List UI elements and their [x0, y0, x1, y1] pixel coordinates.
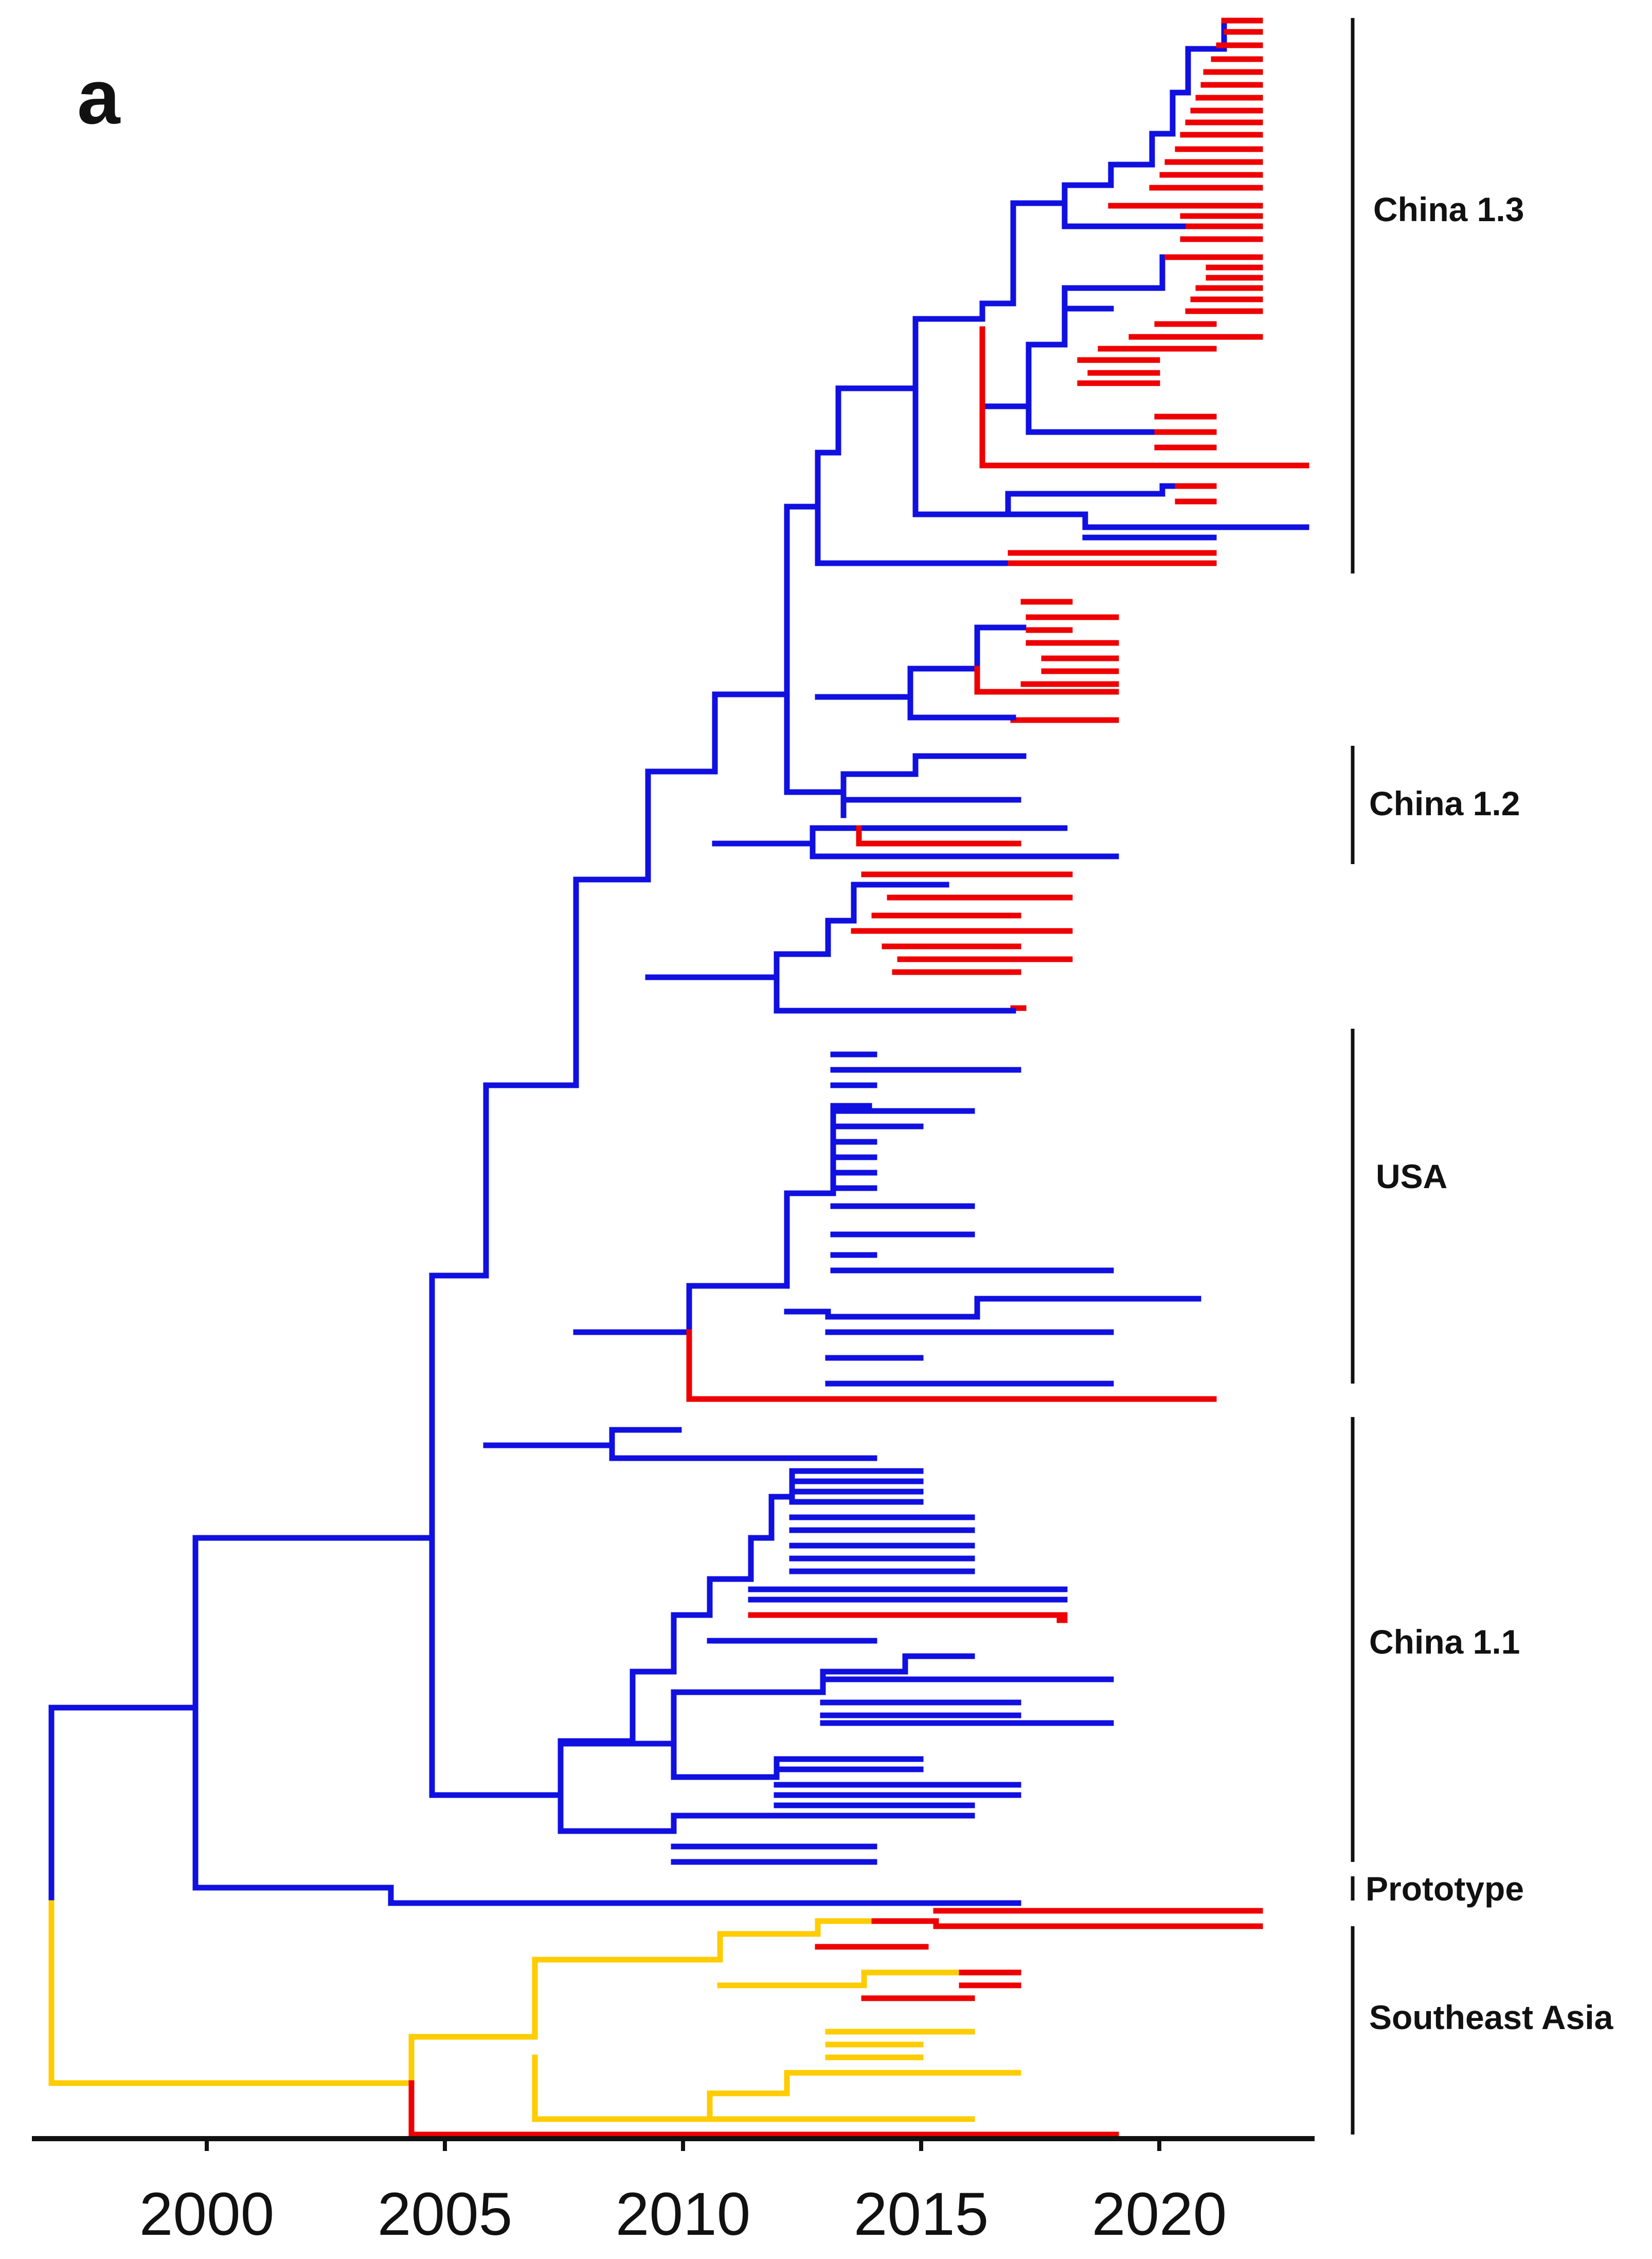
branch-southeast-asia [815, 1918, 877, 1937]
branch-china [815, 624, 1027, 700]
branch-highlighted [974, 666, 1119, 695]
branch-china [774, 974, 1016, 1014]
branch-china [429, 385, 841, 1541]
branch-china [840, 753, 1027, 795]
clade-label-prototype: Prototype [1366, 1870, 1524, 1908]
branch-china [784, 1296, 1201, 1320]
clade-label-southeast-asia: Southeast Asia [1369, 1998, 1614, 2036]
clade-label-china-1-2: China 1.2 [1369, 784, 1520, 822]
branch-southeast-asia [717, 1969, 965, 1988]
branch-china [48, 1705, 199, 1906]
branch-china [1026, 306, 1114, 409]
clade-labels: China 1.3 China 1.2 USA China 1.1 Protot… [1366, 190, 1614, 2036]
branch-china [712, 825, 1068, 847]
tree-branches [48, 17, 1309, 2138]
branch-china [609, 1442, 877, 1461]
branch-southeast-asia [48, 1900, 821, 2086]
panel-label: a [77, 53, 121, 140]
axis-tick-label: 2000 [139, 2180, 275, 2248]
branch-china [630, 1653, 975, 1747]
axis-tick-label: 2005 [378, 2180, 513, 2248]
branch-china [912, 385, 1181, 517]
branch-highlighted [408, 2080, 1119, 2138]
branch-china [671, 1741, 924, 1780]
branch-china [483, 1427, 682, 1448]
branch-china [1005, 511, 1309, 530]
branch-china [835, 17, 1263, 391]
clade-label-china-1-1: China 1.1 [1369, 1623, 1520, 1661]
branch-highlighted [856, 825, 1021, 847]
branch-highlighted [686, 1329, 1217, 1402]
branch-china [815, 504, 841, 566]
axis-tick-label: 2010 [616, 2180, 751, 2248]
branch-china [645, 882, 949, 980]
clade-label-usa: USA [1376, 1157, 1447, 1195]
branch-china [907, 694, 1016, 721]
branch-china [573, 1103, 872, 1335]
axis-tick-label: 2020 [1092, 2180, 1227, 2248]
time-axis: 2000 2005 2010 2015 2020 [32, 2136, 1315, 2248]
branch-china [192, 1705, 1021, 1906]
branch-china [1062, 203, 1186, 229]
clade-label-china-1-3: China 1.3 [1373, 190, 1524, 228]
axis-tick-label: 2015 [854, 2180, 989, 2248]
branch-china [558, 1741, 975, 1834]
branch-highlighted [979, 326, 1309, 469]
branch-china [810, 840, 1119, 859]
branch-china [429, 1535, 677, 1798]
branch-china [192, 1535, 435, 1711]
branch-southeast-asia [532, 2054, 831, 2122]
